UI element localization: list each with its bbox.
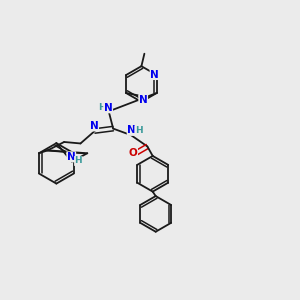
Text: N: N — [139, 95, 148, 105]
Text: H: H — [135, 126, 142, 135]
Text: N: N — [127, 125, 136, 135]
Text: N: N — [104, 103, 112, 113]
Text: N: N — [90, 121, 98, 131]
Text: N: N — [67, 152, 76, 162]
Text: O: O — [129, 148, 137, 158]
Text: N: N — [150, 70, 159, 80]
Text: H: H — [98, 103, 106, 112]
Text: H: H — [75, 157, 82, 166]
